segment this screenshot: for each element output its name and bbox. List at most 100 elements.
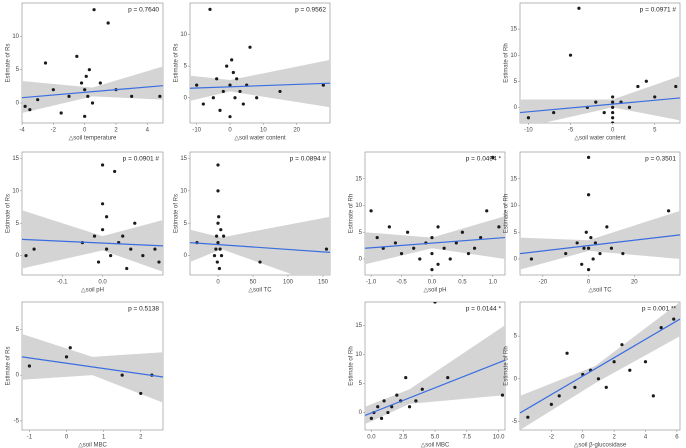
point — [485, 209, 489, 213]
y-axis-label: Estimate of Rh — [504, 346, 510, 385]
y-tick-label: 0 — [514, 257, 518, 263]
point — [575, 241, 579, 245]
y-tick-label: 15 — [355, 176, 362, 182]
point — [67, 94, 71, 98]
x-tick-label: 10.0 — [493, 435, 505, 441]
point — [211, 96, 215, 100]
point — [324, 247, 329, 251]
y-tick-label: 15 — [510, 176, 517, 182]
y-tick-label: 10 — [12, 34, 19, 40]
point — [593, 241, 598, 245]
panel-title: p = 0.3501 — [645, 156, 676, 163]
x-axis-label: △soil temperature — [69, 136, 117, 142]
point — [653, 95, 657, 99]
panel: 0.0 2.5 5.0 7.5 10.0 0 5 10 15 p = 0.0144 * △soil … — [349, 301, 506, 448]
point — [278, 89, 282, 94]
panel-title: p = 0.0901 # — [123, 156, 160, 163]
y-tick-label: 10 — [180, 188, 187, 194]
point — [529, 257, 534, 261]
y-axis-label: Estimate of Rh — [504, 43, 510, 82]
y-axis-label: Estimate of Rs — [174, 43, 180, 82]
point — [628, 368, 632, 372]
x-tick-label: 150 — [318, 280, 329, 286]
point — [605, 225, 609, 229]
point — [51, 88, 55, 92]
point — [113, 169, 117, 174]
point — [611, 95, 615, 99]
point — [23, 104, 27, 108]
panel: -0.1 0.0 0 5 10 15 p = 0.0901 # △soil pH Estimat… — [6, 151, 164, 294]
point — [83, 88, 87, 92]
point — [611, 110, 615, 115]
point — [153, 247, 157, 251]
y-tick-label: 5 — [16, 67, 20, 73]
y-tick-label: -5 — [14, 418, 20, 424]
fit-line — [364, 359, 506, 417]
point — [621, 252, 625, 256]
panel: -4 -2 0 2 4 0 5 10 p = 0.7640 △soil temperature Es… — [6, 2, 164, 142]
fit-line — [519, 318, 681, 414]
point — [479, 235, 483, 240]
point — [106, 21, 110, 25]
point — [591, 257, 595, 261]
point — [369, 209, 373, 213]
x-tick-label: 50 — [250, 280, 257, 286]
confidence-band — [22, 210, 163, 272]
x-tick-label: -2 — [51, 128, 57, 134]
point — [32, 247, 36, 251]
point — [215, 260, 219, 264]
point — [157, 260, 161, 264]
point — [393, 241, 398, 245]
panel-title: p = 0.0971 # — [640, 7, 677, 14]
y-axis-label: Estimate of Rh — [349, 346, 355, 385]
point — [215, 77, 219, 81]
point — [228, 115, 232, 119]
point — [255, 96, 259, 100]
x-tick-label: 1.0 — [489, 280, 498, 286]
point — [430, 252, 434, 256]
point — [526, 116, 531, 120]
y-axis-label: Estimate of Rh — [504, 194, 510, 233]
point — [596, 377, 601, 381]
x-axis-label: △soil MBC — [78, 443, 107, 448]
point — [586, 246, 591, 250]
point — [100, 228, 105, 232]
x-tick-label: 0.0 — [98, 280, 107, 286]
point — [552, 110, 556, 115]
point — [497, 225, 501, 229]
x-tick-label: 5.0 — [431, 435, 440, 441]
point — [375, 235, 379, 240]
x-tick-label: -5 — [568, 128, 574, 134]
point — [212, 253, 217, 258]
point — [557, 394, 561, 398]
point — [491, 155, 495, 159]
x-tick-label: 6 — [675, 435, 679, 441]
point — [406, 230, 410, 234]
point — [672, 317, 676, 321]
x-tick-label: -20 — [539, 280, 548, 286]
x-tick-label: -0.5 — [396, 280, 407, 286]
panel: 0 50 100 150 0 5 10 15 p = 0.0894 # △soil TC Estim… — [174, 151, 331, 294]
y-tick-label: 0 — [16, 253, 20, 259]
point — [412, 246, 416, 250]
x-tick-label: 20 — [293, 128, 300, 134]
point — [64, 355, 69, 359]
panel: -2 0 2 4 6 -5 0 5 p = 0.001 ** △soil β-glucosidas… — [504, 301, 681, 448]
point — [382, 399, 386, 403]
fit-line — [21, 356, 164, 378]
x-tick-label: 10 — [260, 128, 267, 134]
point — [598, 252, 602, 256]
point — [84, 74, 88, 78]
point — [573, 385, 577, 389]
y-tick-label: 5 — [16, 221, 20, 227]
point — [90, 101, 95, 105]
panel-title: p = 0.0144 * — [466, 306, 502, 313]
point — [651, 394, 655, 398]
point — [120, 373, 124, 377]
y-tick-label: 10 — [12, 188, 19, 194]
x-tick-label: 7.5 — [463, 435, 472, 441]
point — [195, 83, 199, 87]
point — [582, 246, 586, 250]
fit-line — [519, 234, 681, 255]
